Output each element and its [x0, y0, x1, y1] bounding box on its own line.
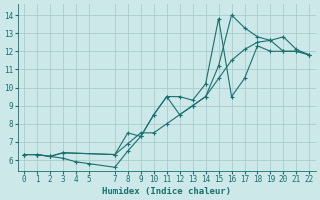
X-axis label: Humidex (Indice chaleur): Humidex (Indice chaleur) — [102, 187, 231, 196]
